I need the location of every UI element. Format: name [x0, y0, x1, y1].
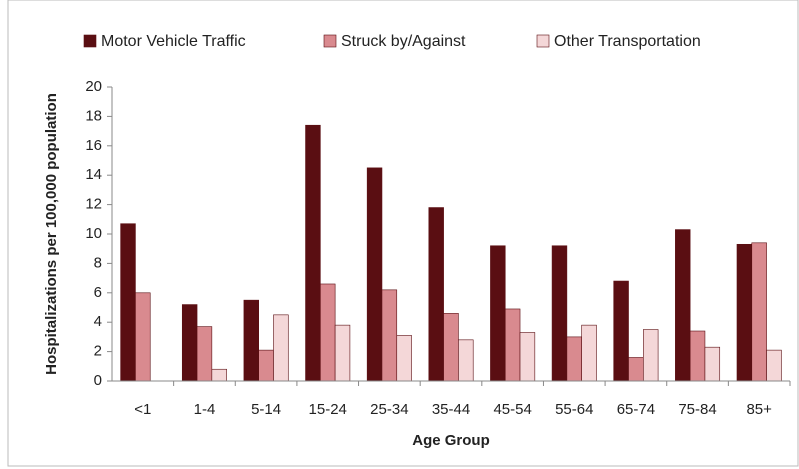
x-tick-label: 85+: [746, 401, 772, 418]
bar: [551, 245, 568, 382]
legend-label: Struck by/Against: [341, 33, 466, 50]
x-tick-label: 35-44: [432, 401, 470, 418]
y-tick-label: 8: [94, 254, 102, 271]
bar: [211, 368, 227, 382]
y-tick-label: 2: [94, 343, 102, 360]
y-tick-label: 10: [85, 225, 102, 242]
bar: [628, 357, 644, 382]
bar: [490, 245, 506, 382]
x-tick-label: <1: [134, 401, 151, 418]
bar: [613, 280, 629, 382]
bar: [305, 124, 321, 382]
bar: [443, 313, 459, 382]
bar: [181, 304, 198, 382]
bar: [120, 223, 136, 382]
bar: [258, 349, 274, 382]
bar: [196, 326, 213, 382]
x-tick-label: 1-4: [194, 401, 216, 418]
bar: [428, 207, 444, 382]
y-tick-label: 14: [85, 166, 102, 183]
bar: [766, 349, 782, 382]
x-tick-label: 75-84: [678, 401, 716, 418]
bar: [519, 332, 536, 382]
bar: [736, 243, 753, 382]
y-axis-title: Hospitalizations per 100,000 population: [43, 93, 60, 375]
bar: [704, 346, 721, 382]
bar: [273, 314, 289, 382]
bar: [396, 335, 412, 382]
y-tick-label: 0: [94, 372, 102, 389]
bar: [334, 324, 351, 382]
x-axis-title: Age Group: [412, 432, 490, 449]
bar: [366, 167, 383, 382]
legend-label: Motor Vehicle Traffic: [101, 33, 246, 50]
x-tick-label: 25-34: [370, 401, 408, 418]
x-tick-label: 65-74: [617, 401, 655, 418]
bar: [320, 283, 336, 382]
legend-label: Other Transportation: [554, 33, 701, 50]
bar: [675, 229, 691, 382]
bar: [135, 292, 151, 382]
y-tick-label: 6: [94, 284, 102, 301]
bar: [504, 308, 521, 382]
x-tick-label: 55-64: [555, 401, 593, 418]
y-tick-label: 16: [85, 137, 102, 154]
x-tick-label: 5-14: [251, 401, 281, 418]
y-tick-label: 20: [85, 78, 102, 95]
x-tick-label: 45-54: [493, 401, 531, 418]
y-tick-label: 4: [94, 313, 102, 330]
bar: [381, 289, 398, 382]
legend-swatch: [536, 34, 550, 48]
x-tick-label: 15-24: [309, 401, 347, 418]
bar: [689, 330, 706, 382]
bar: [566, 336, 582, 382]
bar: [243, 299, 259, 382]
bar: [643, 329, 659, 382]
chart-frame: [7, 0, 799, 467]
bar: [581, 324, 597, 382]
bar: [458, 339, 474, 382]
bar: [751, 242, 767, 382]
legend-swatch: [323, 34, 337, 48]
legend-swatch: [83, 34, 97, 48]
y-tick-label: 12: [85, 196, 102, 213]
y-tick-label: 18: [85, 107, 102, 124]
